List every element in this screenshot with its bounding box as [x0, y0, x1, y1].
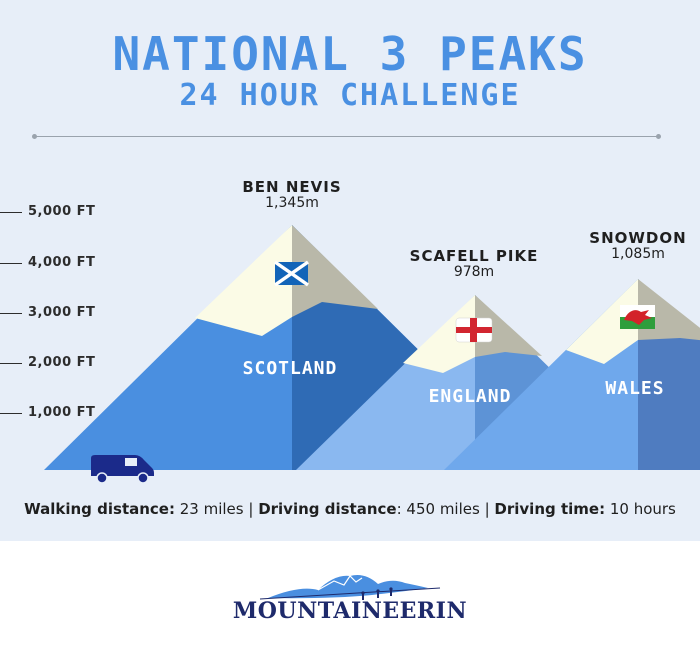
y-tick-label: 5,000 FT [28, 204, 96, 219]
page-subtitle: 24 HOUR CHALLENGE [179, 78, 521, 113]
y-tick-mark [0, 363, 22, 364]
journey-stats: Walking distance: 23 miles | Driving dis… [0, 500, 700, 518]
logo-mountain-icon [259, 575, 441, 600]
country-label-england: ENGLAND [429, 386, 512, 407]
walking-distance-label: Walking distance: [24, 500, 175, 518]
y-tick-label: 1,000 FT [28, 405, 96, 420]
y-tick-mark [0, 212, 22, 213]
peak-height-ben-nevis: 1,345m [265, 195, 319, 211]
walking-distance-value: 23 miles | [174, 500, 259, 518]
divider-dot-right [656, 134, 661, 139]
logo-wordmark[interactable]: MOUNTAINEERIN [232, 598, 468, 624]
divider-dot-left [32, 134, 37, 139]
peak-height-snowdon: 1,085m [611, 246, 665, 262]
peak-height-scafell-pike: 978m [453, 264, 495, 280]
page-title: NATIONAL 3 PEAKS [112, 27, 588, 81]
y-tick-mark [0, 263, 22, 264]
y-tick-label: 3,000 FT [28, 305, 96, 320]
y-tick-label: 4,000 FT [28, 255, 96, 270]
wales-flag-icon [620, 305, 655, 329]
y-tick-label: 2,000 FT [28, 355, 96, 370]
country-label-wales: WALES [605, 378, 664, 399]
driving-time-value: 10 hours [605, 500, 676, 518]
england-flag-icon [455, 317, 493, 343]
van-icon [91, 455, 154, 484]
driving-distance-value: : 450 miles | [396, 500, 495, 518]
scotland-flag-icon [273, 260, 310, 287]
driving-time-label: Driving time: [494, 500, 606, 518]
peak-name-ben-nevis: BEN NEVIS [242, 178, 342, 196]
peak-name-scafell-pike: SCAFELL PIKE [409, 247, 539, 265]
y-tick-mark [0, 413, 22, 414]
y-tick-mark [0, 313, 22, 314]
title-divider [34, 136, 660, 137]
peak-name-snowdon: SNOWDON [589, 229, 687, 247]
driving-distance-label: Driving distance [258, 500, 397, 518]
country-label-scotland: SCOTLAND [243, 358, 338, 379]
